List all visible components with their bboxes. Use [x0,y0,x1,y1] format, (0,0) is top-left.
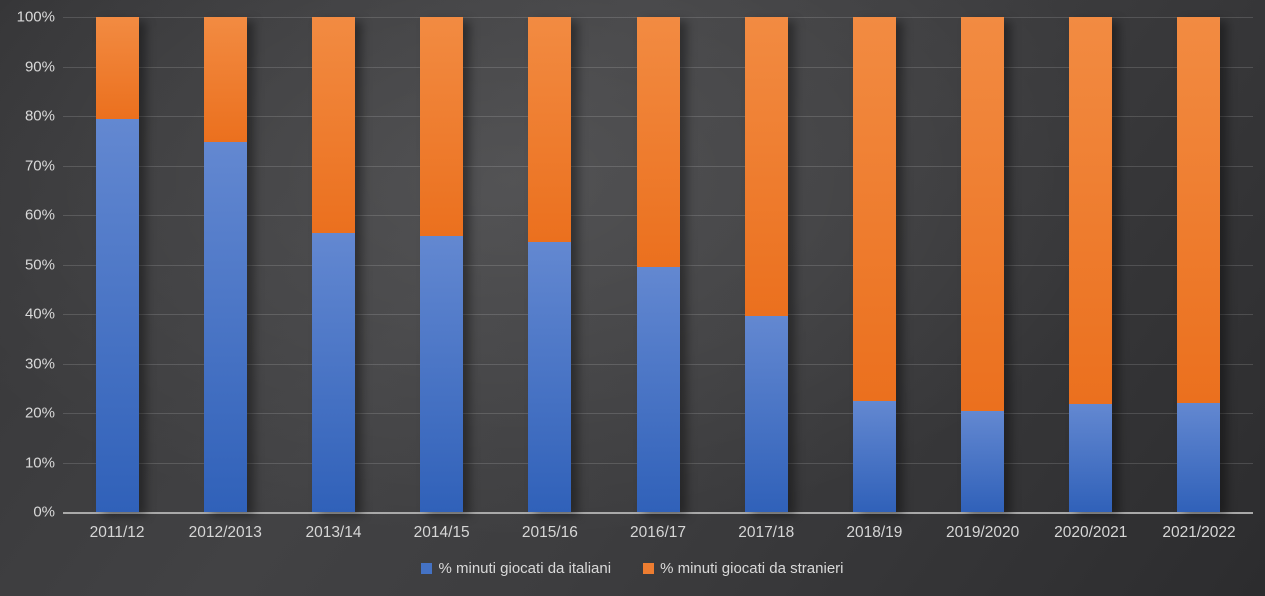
y-tick-label: 80% [24,107,55,125]
y-tick-label: 50% [24,256,55,273]
legend-label: % minuti giocati da italiani [438,560,612,577]
bar-2013/14 [311,17,355,512]
bar-2016/17 [636,17,680,512]
x-axis-label: 2015/16 [521,524,578,541]
bar-segment-italiani [1177,403,1221,512]
bar-segment-italiani [95,118,139,512]
legend-item: % minuti giocati da stranieri [643,560,844,577]
bar-segment-stranieri [1069,17,1113,404]
x-axis-label: 2011/12 [89,524,145,541]
bar-2017/18 [744,17,788,512]
bar-segment-italiani [528,242,572,512]
legend-swatch-icon [643,563,655,574]
bar-2014/15 [420,17,464,512]
y-tick-label: 20% [24,404,55,422]
y-tick-label: 60% [24,206,55,224]
bar-segment-stranieri [203,17,247,142]
legend-item: % minuti giocati da italiani [421,560,611,577]
bar-2018/19 [852,17,896,512]
y-tick-label: 10% [24,454,55,471]
legend: % minuti giocati da italiani % minuti gio… [0,560,1265,577]
bar-2019/2020 [961,17,1005,512]
bar-segment-italiani [420,235,464,512]
legend-label: % minuti giocati da stranieri [660,560,844,577]
bar-segment-italiani [203,141,247,512]
bar-segment-stranieri [636,17,680,267]
x-axis-label: 2018/19 [846,524,903,541]
x-axis-label: 2012/2013 [188,524,262,541]
bar-segment-stranieri [744,17,788,316]
y-tick-label: 0% [33,503,55,521]
bar-segment-italiani [1069,403,1113,512]
y-tick-label: 40% [24,305,55,323]
bar-2011/12 [95,17,139,512]
bar-segment-stranieri [961,17,1005,412]
bar-segment-italiani [311,233,355,512]
y-tick-label: 90% [24,58,55,75]
x-axis-label: 2016/17 [630,524,687,541]
bar-segment-italiani [961,411,1005,512]
bar-segment-stranieri [1177,17,1221,404]
bar-segment-italiani [636,266,680,512]
x-axis-label: 2019/2020 [945,524,1020,541]
legend-swatch-icon [421,563,433,574]
x-axis-label: 2013/14 [305,524,362,541]
bar-segment-stranieri [311,17,355,234]
bar-segment-stranieri [852,17,896,401]
bar-2020/2021 [1069,17,1113,512]
bar-segment-italiani [744,315,788,512]
bar-segment-stranieri [528,17,572,243]
x-axis-line [63,512,1253,514]
y-tick-label: 70% [24,157,55,174]
bar-segment-stranieri [95,17,139,119]
bar-2015/16 [528,17,572,512]
x-axis-label: 2020/2021 [1054,524,1128,541]
plot-area [63,17,1253,514]
bar-segment-italiani [852,400,896,512]
x-axis-label: 2021/2022 [1162,524,1236,541]
bar-2012/2013 [203,17,247,512]
bar-segment-stranieri [420,17,464,236]
x-axis-label: 2017/18 [738,524,795,541]
bar-2021/2022 [1177,17,1221,512]
y-tick-label: 30% [24,355,55,372]
x-axis-labels: 2011/12 2012/2013 2013/14 2014/15 2015/16 201… [63,524,1253,542]
x-axis-label: 2014/15 [413,524,470,541]
y-tick-label: 100% [16,8,55,26]
